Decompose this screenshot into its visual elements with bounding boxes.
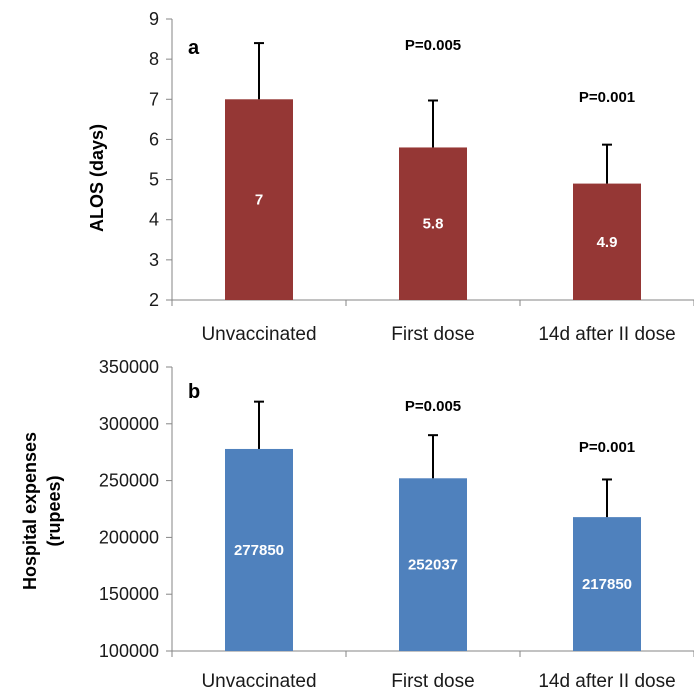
x-tick-label: First dose bbox=[391, 671, 474, 692]
y-tick-label: 6 bbox=[149, 129, 159, 149]
y-axis-label: Hospital expenses (rupees) bbox=[20, 432, 64, 590]
y-tick-label: 3 bbox=[149, 250, 159, 270]
y-tick-label: 5 bbox=[149, 170, 159, 190]
y-tick-label: 2 bbox=[149, 290, 159, 310]
p-value-annotation: P=0.001 bbox=[579, 89, 635, 106]
y-tick-label: 350000 bbox=[99, 357, 159, 377]
y-tick-label: 200000 bbox=[99, 527, 159, 547]
x-tick-label: 14d after II dose bbox=[538, 324, 675, 345]
x-tick-label: First dose bbox=[391, 324, 474, 345]
y-tick-label: 250000 bbox=[99, 471, 159, 491]
bar bbox=[225, 99, 293, 301]
y-tick-label: 8 bbox=[149, 49, 159, 69]
y-tick-label: 300000 bbox=[99, 414, 159, 434]
y-axis-label-line: Hospital expenses bbox=[20, 432, 40, 590]
data-label: 277850 bbox=[234, 542, 284, 559]
bar bbox=[573, 517, 641, 651]
y-tick-label: 100000 bbox=[99, 641, 159, 661]
p-value-annotation: P=0.005 bbox=[405, 37, 461, 54]
y-axis-label: ALOS (days) bbox=[87, 124, 107, 232]
data-label: 217850 bbox=[582, 576, 632, 593]
y-axis-label-line: (rupees) bbox=[44, 475, 64, 546]
data-label: 5.8 bbox=[423, 216, 444, 233]
bar bbox=[225, 448, 293, 651]
panel-b: 100000 150000 200000 250000 300000 350000 2778… bbox=[20, 357, 694, 692]
data-label: 4.9 bbox=[597, 234, 618, 251]
x-tick-label: 14d after II dose bbox=[538, 671, 675, 692]
panel-letter: a bbox=[188, 37, 200, 59]
bar bbox=[573, 183, 641, 300]
p-value-annotation: P=0.005 bbox=[405, 398, 461, 415]
y-tick-label: 4 bbox=[149, 210, 159, 230]
bar bbox=[399, 147, 467, 300]
panel-a: 2 3 4 5 6 7 8 9 7 Unvaccinated 5.8 First dose P=0.00… bbox=[87, 9, 694, 345]
data-label: 252037 bbox=[408, 557, 458, 574]
data-label: 7 bbox=[255, 192, 263, 209]
x-tick-label: Unvaccinated bbox=[201, 671, 316, 692]
y-tick-label: 7 bbox=[149, 89, 159, 109]
x-tick-label: Unvaccinated bbox=[201, 324, 316, 345]
y-tick-label: 150000 bbox=[99, 584, 159, 604]
y-tick-label: 9 bbox=[149, 9, 159, 29]
panel-letter: b bbox=[188, 381, 200, 403]
bar bbox=[399, 478, 467, 651]
p-value-annotation: P=0.001 bbox=[579, 439, 635, 456]
